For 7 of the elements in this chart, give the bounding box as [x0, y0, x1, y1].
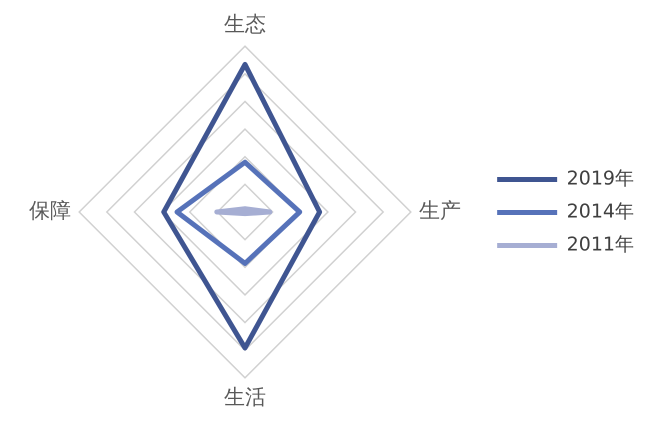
legend-label: 2019年: [566, 167, 634, 190]
spoke-label: 生活: [224, 384, 266, 409]
spoke-label: 生态: [224, 12, 266, 36]
spoke-label: 保障: [29, 198, 72, 222]
legend-label: 2011年: [566, 233, 634, 256]
legend-label: 2014年: [566, 200, 634, 222]
spoke-label: 生产: [418, 198, 461, 222]
